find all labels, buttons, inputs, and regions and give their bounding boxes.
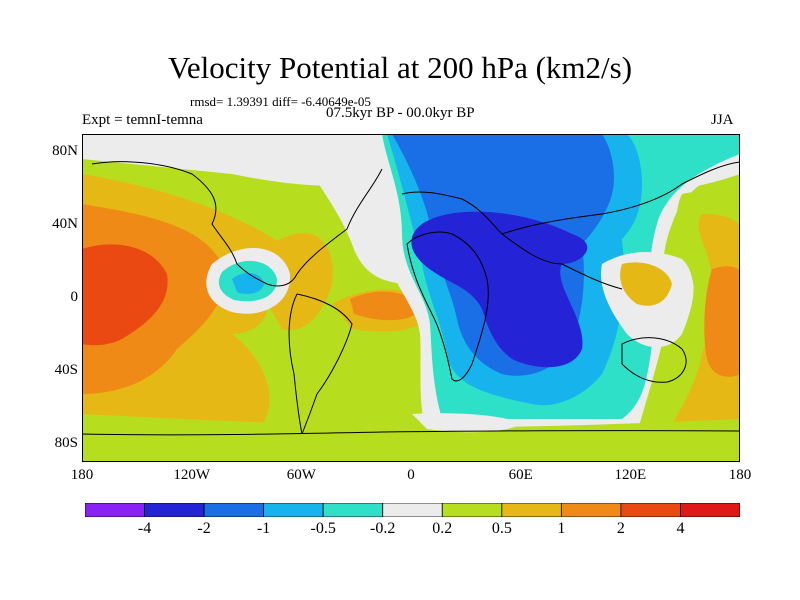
season-label: JJA [711, 112, 734, 128]
colorbar-label: -4 [137, 520, 152, 537]
colorbar-label: -1 [256, 520, 271, 537]
field-antarctic-white [412, 413, 522, 433]
lat-label: 80N [52, 143, 78, 160]
lon-label: 0 [407, 467, 415, 483]
coast-africa [406, 231, 489, 382]
experiment-label: Expt = temnI-temna [82, 112, 203, 128]
coast-asia-south [501, 233, 623, 290]
period-label: 07.5kyr BP - 00.0kyr BP [326, 105, 475, 121]
colorbar-label: -2 [197, 520, 211, 537]
colorbar-label: 0.2 [432, 520, 453, 537]
field-atlantic-darkorange [350, 291, 420, 321]
colorbar-label: 2 [616, 520, 625, 537]
velocity-potential-map [82, 134, 740, 462]
coastlines [82, 161, 740, 436]
lon-label: 120E [614, 467, 647, 483]
lon-label: 60E [508, 467, 533, 483]
colorbar-swatch [501, 503, 562, 517]
lon-label: 120W [173, 467, 210, 483]
colorbar-label: -0.2 [370, 520, 396, 537]
colorbar-swatch [680, 503, 740, 517]
lon-label: 180 [728, 467, 752, 483]
colorbar-swatch [85, 503, 145, 517]
colorbar-label: 1 [557, 520, 566, 537]
colorbar-swatch [441, 503, 503, 517]
coast-north-america-west [91, 161, 268, 285]
coast-antarctica [82, 430, 740, 436]
coast-south-america-west [288, 293, 303, 435]
colorbar-label: -0.5 [310, 520, 336, 537]
field-neg-darkblue [411, 211, 588, 368]
colorbar-swatch [560, 503, 622, 517]
colorbar-swatch [322, 503, 384, 517]
coast-south-america-east [296, 293, 353, 435]
coast-australia [621, 337, 687, 383]
map-frame [82, 134, 740, 462]
lon-label: 60W [286, 467, 316, 483]
lon-label: 180 [70, 467, 94, 483]
lat-label: 80S [54, 434, 78, 451]
page-title: Velocity Potential at 200 hPa (km2/s) [167, 50, 633, 85]
field-wpac-darkorange [704, 266, 740, 377]
colorbar [85, 503, 740, 517]
field-pacific-red [82, 244, 168, 346]
lat-label: 0 [70, 289, 79, 305]
colorbar-swatch [203, 503, 265, 517]
colorbar-label: 0.5 [491, 520, 512, 537]
coast-asia-north [501, 161, 740, 235]
lat-label: 40S [54, 361, 78, 378]
coast-europe [401, 191, 503, 235]
colorbar-swatch [382, 503, 443, 517]
coast-north-america-east [266, 168, 383, 287]
field-antarctic-green [82, 414, 740, 462]
lat-label: 40N [52, 216, 78, 233]
colorbar-label: 4 [676, 520, 685, 537]
colorbar-swatch [144, 503, 205, 517]
field-maritime-orange [620, 262, 672, 306]
colorbar-swatch [263, 503, 324, 517]
stats-label: rmsd= 1.39391 diff= -6.40649e-05 [190, 94, 371, 109]
colorbar-swatch [620, 503, 681, 517]
